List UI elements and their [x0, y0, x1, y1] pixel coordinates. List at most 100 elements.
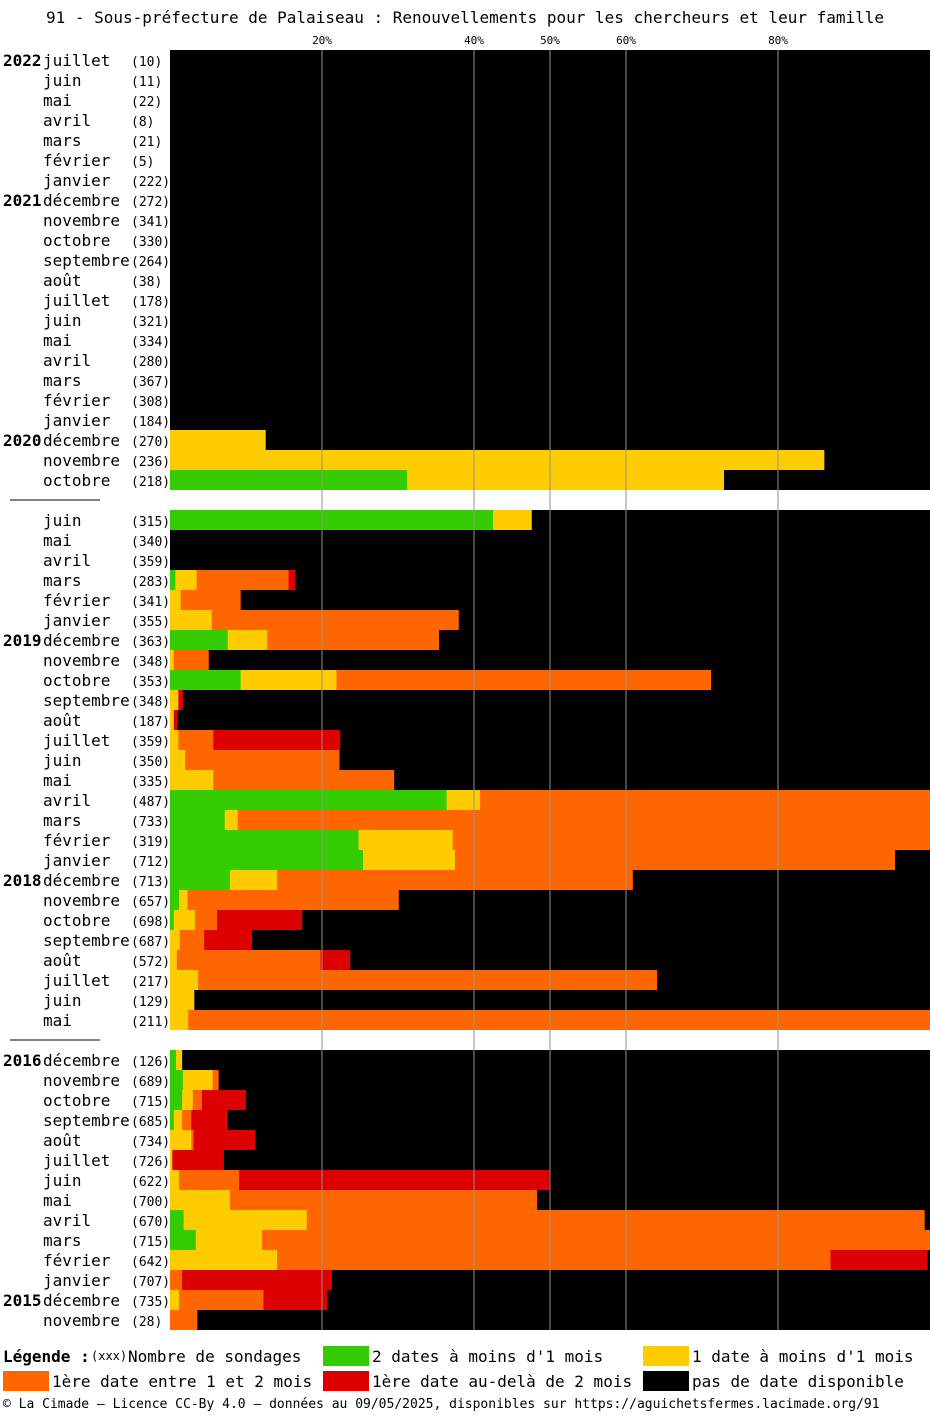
sample-count: (698): [131, 915, 170, 930]
bar-segment-first-1-2: [277, 870, 634, 890]
month-label: août: [43, 711, 82, 730]
sample-count: (319): [131, 835, 170, 850]
legend: Légende : (xxx) Nombre de sondages 2 dat…: [0, 1343, 930, 1393]
bar-segment-first-1-2: [267, 630, 440, 650]
bar-segment-none: [194, 990, 930, 1010]
bar-segment-none: [302, 910, 930, 930]
sample-count: (487): [131, 795, 170, 810]
sample-count: (184): [131, 415, 170, 430]
bar-segment-first-1-2: [455, 850, 896, 870]
bar-segment-one-date: [446, 790, 481, 810]
bar-segment-two-dates: [170, 1110, 175, 1130]
year-label: 2016: [3, 1051, 42, 1070]
month-label: mars: [43, 371, 82, 390]
sample-count: (222): [131, 175, 170, 190]
month-label: février: [43, 1251, 111, 1270]
sample-count: (5): [131, 155, 154, 170]
bar-segment-one-date: [170, 710, 175, 730]
legend-first-1-2-label: 1ère date entre 1 et 2 mois: [52, 1372, 313, 1391]
x-tick-label: 20%: [312, 34, 332, 47]
legend-none-label: pas de date disponible: [692, 1372, 904, 1391]
bar-segment-none: [458, 610, 930, 630]
bar-segment-first-1-2: [180, 590, 241, 610]
month-label: septembre: [43, 931, 130, 950]
bar-segment-none: [177, 710, 930, 730]
bar-segment-one-date: [195, 1230, 263, 1250]
sample-count: (21): [131, 135, 162, 150]
sample-count: (685): [131, 1115, 170, 1130]
bar-segment-one-date: [170, 1170, 180, 1190]
month-label: décembre: [43, 871, 120, 890]
month-label: avril: [43, 551, 91, 570]
month-label: mai: [43, 531, 72, 550]
sample-count: (10): [131, 55, 162, 70]
bar-segment-one-date: [182, 1070, 213, 1090]
bar-segment-one-date: [170, 990, 195, 1010]
sample-count: (713): [131, 875, 170, 890]
bar-segment-two-dates: [170, 1050, 177, 1070]
bar-segment-first-1-2: [211, 610, 460, 630]
month-label: juin: [43, 751, 82, 770]
sample-count: (355): [131, 615, 170, 630]
bar-segment-none: [824, 450, 930, 470]
bar-segment-one-date: [170, 970, 199, 990]
month-label: septembre: [43, 251, 130, 270]
month-label: janvier: [43, 611, 111, 630]
bar-segment-two-dates: [170, 830, 359, 850]
sample-count: (350): [131, 755, 170, 770]
month-label: juin: [43, 511, 82, 530]
month-label: avril: [43, 791, 91, 810]
sample-count: (187): [131, 715, 170, 730]
bar-segment-first-over-2: [201, 1090, 247, 1110]
bar-segment-one-date: [363, 850, 456, 870]
bar-segment-first-1-2: [182, 1110, 192, 1130]
legend-title: Légende :: [3, 1347, 90, 1366]
bar-segment-none: [197, 1310, 930, 1330]
year-label: 2015: [3, 1291, 42, 1310]
bar-segment-none: [255, 1130, 930, 1150]
bar-segment-none: [182, 1050, 930, 1070]
sample-count: (280): [131, 355, 170, 370]
bar-segment-first-over-2: [263, 1290, 328, 1310]
bar-segment-one-date: [407, 470, 725, 490]
bar-segment-none: [182, 690, 930, 710]
month-label: mars: [43, 1231, 82, 1250]
month-label: juin: [43, 311, 82, 330]
bar-segment-first-over-2: [204, 930, 253, 950]
bar-segment-one-date: [173, 1110, 183, 1130]
bar-segment-two-dates: [170, 1230, 197, 1250]
bar-segment-first-1-2: [261, 1230, 930, 1250]
bar-segment-none: [208, 650, 930, 670]
bar-segment-one-date: [170, 930, 181, 950]
bar-segment-none: [657, 970, 930, 990]
bar-segment-first-1-2: [179, 1290, 264, 1310]
bar-segment-none: [895, 850, 930, 870]
sample-count: (28): [131, 1315, 162, 1330]
bar-segment-first-1-2: [191, 1130, 194, 1150]
bar-segment-none: [398, 890, 930, 910]
legend-one-date-label: 1 date à moins d'1 mois: [692, 1347, 914, 1366]
bar-segment-first-1-2: [198, 970, 658, 990]
bar-segment-first-over-2: [320, 950, 351, 970]
bar-segment-none: [339, 750, 930, 770]
year-label: 2019: [3, 631, 42, 650]
sample-count: (715): [131, 1235, 170, 1250]
month-label: novembre: [43, 651, 120, 670]
legend-swatch-none: [643, 1371, 689, 1391]
month-label: octobre: [43, 231, 110, 250]
bar-segment-first-1-2: [173, 650, 210, 670]
month-label: janvier: [43, 171, 111, 190]
bar-segment-first-1-2: [179, 930, 205, 950]
sample-count: (217): [131, 975, 170, 990]
bar-segment-first-1-2: [480, 790, 930, 810]
legend-first-over-2-label: 1ère date au-delà de 2 mois: [372, 1372, 633, 1391]
month-label: septembre: [43, 691, 130, 710]
bar-segment-first-over-2: [172, 1150, 225, 1170]
month-label: mai: [43, 331, 72, 350]
bar-segment-one-date: [170, 590, 181, 610]
legend-count-text: Nombre de sondages: [128, 1347, 302, 1366]
sample-count: (353): [131, 675, 170, 690]
bar-segment-first-over-2: [178, 690, 184, 710]
month-label: novembre: [43, 211, 120, 230]
sample-count: (218): [131, 475, 170, 490]
